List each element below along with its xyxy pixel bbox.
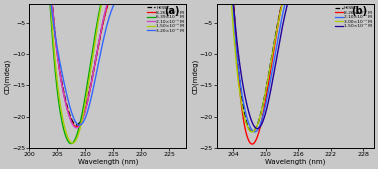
Line: 6.39×10⁻⁷ M: 6.39×10⁻⁷ M <box>29 0 186 143</box>
Line: HEWL: HEWL <box>29 0 186 125</box>
3.20×10⁻² M <box>98 52 103 54</box>
X-axis label: Wavelength (nm): Wavelength (nm) <box>77 158 138 165</box>
1.50×10⁻³ M <box>242 94 247 96</box>
Text: (a): (a) <box>164 6 180 16</box>
3.00×10⁻⁴ M <box>255 124 260 126</box>
1.50×10⁻³ M <box>55 79 59 81</box>
6.39×10⁻⁷ M <box>67 142 72 144</box>
Line: HEWL: HEWL <box>217 0 374 132</box>
Legend: HEWL, 8.26×10⁻⁸ M, 6.39×10⁻⁷ M, 2.10×10⁻⁴ M, 1.50×10⁻³ M, 3.20×10⁻² M: HEWL, 8.26×10⁻⁸ M, 6.39×10⁻⁷ M, 2.10×10⁻… <box>147 6 185 33</box>
Line: 8.26×10⁻⁸ M: 8.26×10⁻⁸ M <box>29 0 186 127</box>
2.10×10⁻⁴ M <box>55 52 59 54</box>
Y-axis label: CD(mdeg): CD(mdeg) <box>4 58 11 94</box>
HEWL <box>98 33 103 35</box>
2.10×10⁻⁴ M <box>255 129 260 131</box>
1.50×10⁻³ M <box>98 8 103 10</box>
2.10×10⁻⁴ M <box>74 127 79 129</box>
6.39×10⁻⁷ M <box>98 4 103 6</box>
Line: 1.50×10⁻³ M: 1.50×10⁻³ M <box>217 0 374 129</box>
8.26×10⁻⁸ M <box>255 135 260 137</box>
8.26×10⁻⁸ M <box>55 52 59 54</box>
8.26×10⁻⁸ M <box>242 126 247 128</box>
HEWL <box>255 123 260 125</box>
HEWL <box>55 51 59 53</box>
Line: 8.26×10⁻⁸ M: 8.26×10⁻⁸ M <box>217 0 374 144</box>
X-axis label: Wavelength (nm): Wavelength (nm) <box>265 158 325 165</box>
2.10×10⁻⁴ M <box>98 31 103 33</box>
8.26×10⁻⁸ M <box>250 143 254 145</box>
Y-axis label: CD(mdeg): CD(mdeg) <box>192 58 198 94</box>
1.50×10⁻³ M <box>286 0 290 2</box>
3.00×10⁻⁴ M <box>250 131 254 133</box>
HEWL <box>250 131 254 133</box>
8.26×10⁻⁸ M <box>74 126 79 128</box>
HEWL <box>67 114 72 116</box>
8.26×10⁻⁸ M <box>67 116 72 118</box>
1.50×10⁻³ M <box>70 142 75 144</box>
HEWL <box>74 124 79 126</box>
8.26×10⁻⁸ M <box>98 33 103 35</box>
Line: 3.00×10⁻⁴ M: 3.00×10⁻⁴ M <box>217 0 374 132</box>
3.00×10⁻⁴ M <box>242 117 247 119</box>
1.50×10⁻³ M <box>255 128 260 130</box>
Line: 2.10×10⁻⁴ M: 2.10×10⁻⁴ M <box>217 0 374 132</box>
2.10×10⁻⁴ M <box>67 117 72 119</box>
2.10×10⁻⁴ M <box>253 131 257 133</box>
3.20×10⁻² M <box>77 124 82 126</box>
Line: 2.10×10⁻⁴ M: 2.10×10⁻⁴ M <box>29 0 186 128</box>
1.50×10⁻³ M <box>67 140 72 142</box>
1.50×10⁻³ M <box>255 128 260 130</box>
Legend: HEWL, 8.26×10⁻⁸ M, 2.10×10⁻⁴ M, 3.00×10⁻⁴ M, 1.50×10⁻³ M: HEWL, 8.26×10⁻⁸ M, 2.10×10⁻⁴ M, 3.00×10⁻… <box>334 6 372 29</box>
Line: 1.50×10⁻³ M: 1.50×10⁻³ M <box>29 0 186 143</box>
3.20×10⁻² M <box>67 105 72 107</box>
Line: 3.20×10⁻² M: 3.20×10⁻² M <box>29 0 186 125</box>
6.39×10⁻⁷ M <box>55 88 59 90</box>
Text: (b): (b) <box>352 6 367 16</box>
HEWL <box>242 115 247 117</box>
6.39×10⁻⁷ M <box>69 142 73 144</box>
3.20×10⁻² M <box>55 46 59 48</box>
2.10×10⁻⁴ M <box>242 108 247 110</box>
